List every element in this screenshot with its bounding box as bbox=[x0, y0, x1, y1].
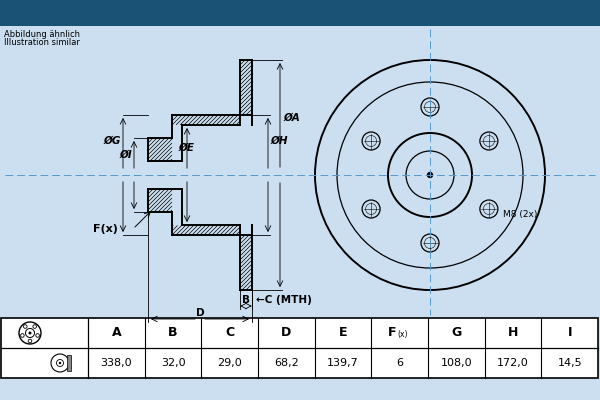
Text: 6: 6 bbox=[396, 358, 403, 368]
Bar bbox=[1, 318, 598, 378]
Text: E: E bbox=[339, 326, 347, 340]
Circle shape bbox=[59, 362, 61, 364]
Text: I: I bbox=[568, 326, 572, 340]
Text: 172,0: 172,0 bbox=[497, 358, 529, 368]
Text: ØA: ØA bbox=[283, 113, 300, 123]
Bar bbox=[0, 0, 600, 26]
Text: (x): (x) bbox=[398, 330, 408, 340]
Text: D: D bbox=[281, 326, 292, 340]
Text: B: B bbox=[168, 326, 178, 340]
Text: F(x): F(x) bbox=[93, 224, 118, 234]
Text: M8 (2x): M8 (2x) bbox=[503, 210, 538, 219]
Circle shape bbox=[29, 332, 32, 334]
Text: A: A bbox=[112, 326, 121, 340]
Text: F: F bbox=[388, 326, 397, 340]
Text: G: G bbox=[451, 326, 461, 340]
Text: D: D bbox=[196, 308, 205, 318]
Text: 14,5: 14,5 bbox=[557, 358, 582, 368]
Text: ←C (MTH): ←C (MTH) bbox=[256, 295, 312, 305]
Text: Abbildung ähnlich: Abbildung ähnlich bbox=[4, 30, 80, 39]
Circle shape bbox=[427, 172, 433, 178]
Text: ØH: ØH bbox=[270, 136, 287, 146]
Text: ØG: ØG bbox=[104, 136, 121, 146]
Text: ØI: ØI bbox=[119, 150, 132, 160]
Text: ØE: ØE bbox=[178, 143, 194, 153]
Text: B: B bbox=[242, 295, 250, 305]
Text: H: H bbox=[508, 326, 518, 340]
Text: 24.0132-0174.1: 24.0132-0174.1 bbox=[89, 4, 261, 22]
Text: 108,0: 108,0 bbox=[440, 358, 472, 368]
Text: C: C bbox=[225, 326, 234, 340]
Text: Illustration similar: Illustration similar bbox=[4, 38, 80, 47]
Text: 32,0: 32,0 bbox=[161, 358, 185, 368]
Bar bbox=[67, 355, 71, 371]
Text: 338,0: 338,0 bbox=[101, 358, 132, 368]
Text: 29,0: 29,0 bbox=[217, 358, 242, 368]
Text: 432174: 432174 bbox=[339, 4, 421, 22]
Text: 139,7: 139,7 bbox=[327, 358, 359, 368]
Text: 68,2: 68,2 bbox=[274, 358, 299, 368]
